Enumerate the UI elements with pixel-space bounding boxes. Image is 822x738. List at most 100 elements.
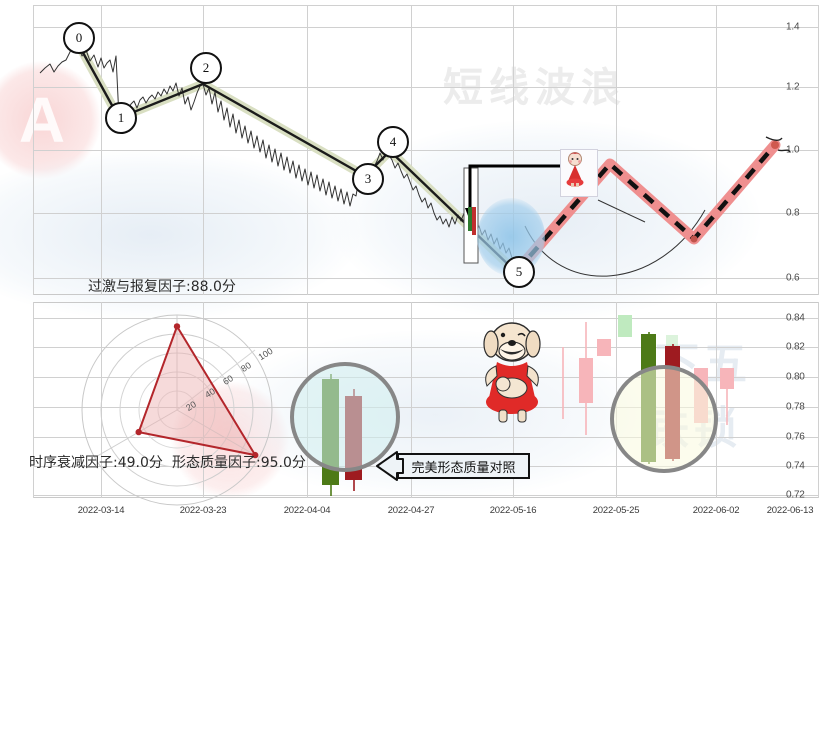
y-tick-label: 0.76: [786, 431, 805, 443]
mascot-eye-left: [500, 332, 506, 338]
gridline-h: [33, 437, 819, 438]
quality-radar-svg: [81, 314, 273, 506]
mascot-puppy-head: [495, 376, 511, 392]
radar-data-point: [135, 428, 142, 436]
pointer-elbow-line: [468, 164, 566, 215]
radar-data-point: [252, 451, 259, 459]
wave-node-4[interactable]: 4: [377, 126, 409, 158]
gridline-v: [203, 302, 204, 498]
gridline-h: [33, 278, 819, 279]
wave-node-1[interactable]: 1: [105, 102, 137, 134]
y-tick-label: 0.80: [786, 371, 805, 383]
candle-body: [720, 368, 734, 389]
gridline-h: [33, 213, 819, 214]
wave-band-path: [71, 35, 521, 277]
gridline-h: [33, 27, 819, 28]
mascot-ear-left: [483, 330, 499, 358]
gridline-h: [33, 318, 819, 319]
y-tick-label: 0.8: [786, 207, 800, 219]
projection-endpoint-dot: [771, 141, 779, 149]
x-tick-label: 2022-05-16: [489, 505, 537, 516]
gridline-v: [411, 5, 412, 295]
wave-node-label: 3: [364, 171, 372, 186]
wave-node-3[interactable]: 3: [352, 163, 384, 195]
mascot-arm-right: [526, 365, 539, 387]
wave-zigzag-path: [74, 39, 517, 273]
gridline-h: [33, 407, 819, 408]
highlight-circle-reference: [290, 362, 400, 472]
radar-data-polygon: [137, 324, 258, 457]
projection-dashed-path: [514, 143, 777, 274]
x-tick-label: 2022-03-23: [179, 505, 227, 516]
y-tick-label: 1.0: [786, 144, 800, 156]
gridline-v: [513, 5, 514, 295]
price-line-actual: [39, 40, 517, 273]
projection-end-squiggle: [765, 136, 791, 153]
mascot-ear-right: [525, 330, 541, 358]
y-tick-label: 0.72: [786, 489, 805, 501]
wave-node-label: 2: [202, 60, 210, 75]
wave-node-label: 1: [117, 110, 125, 125]
wave-node-0[interactable]: 0: [63, 22, 95, 54]
quality-chart-panel: 0.84 0.82 0.80 0.78 0.76 0.74 0.72: [0, 279, 822, 520]
wave-chart-series-svg: [39, 35, 791, 278]
x-tick-label: 2022-05-25: [592, 505, 640, 516]
mascot-svg: [483, 322, 541, 423]
gridline-v: [716, 5, 717, 295]
projection-trough-dot: [690, 235, 698, 243]
wave-node-5[interactable]: 5: [503, 256, 535, 288]
wave-node-label: 5: [515, 264, 523, 279]
y-tick-label: 0.84: [786, 312, 805, 324]
gridline-v: [203, 5, 204, 295]
mascot-mouth: [500, 349, 524, 355]
gridline-h: [33, 5, 819, 6]
y-tick-label: 1.4: [786, 21, 800, 33]
y-tick-label: 0.6: [786, 272, 800, 284]
gridline-v: [33, 302, 34, 498]
gridline-v: [716, 302, 717, 498]
x-tick-label: 2022-06-13: [766, 505, 814, 516]
perfect-pattern-callout[interactable]: 完美形态质量对照: [397, 453, 530, 479]
wave-node-label: 4: [389, 134, 397, 149]
y-tick-label: 0.82: [786, 341, 805, 353]
gridline-v: [616, 5, 617, 295]
gridline-v: [101, 5, 102, 295]
candle-wick: [726, 368, 728, 425]
y-tick-label: 1.2: [786, 81, 800, 93]
wave-chart-panel: 1.4 1.2 1.0 0.8 0.6: [0, 0, 822, 300]
gridline-h: [33, 347, 819, 348]
projection-guide-tick: [597, 199, 646, 223]
radar-spoke: [94, 409, 178, 458]
gridline-v: [818, 302, 819, 498]
pointer-candle-red: [472, 207, 476, 235]
x-tick-label: 2022-06-02: [692, 505, 740, 516]
radar-tick-axis: [176, 349, 256, 411]
gridline-v: [307, 5, 308, 295]
callout-arrow-svg[interactable]: [375, 449, 405, 483]
radar-data-point: [173, 323, 181, 330]
red-doll-sticker: [560, 149, 598, 197]
gridline-h: [33, 150, 819, 151]
mascot-leg-right: [517, 409, 527, 423]
radar-label-right: 形态质量因子:95.0分: [172, 455, 306, 471]
gridline-h: [33, 495, 819, 496]
candle-wick: [562, 347, 564, 419]
mascot-nose: [508, 340, 516, 346]
mascot-eye-right-wink: [517, 332, 526, 337]
highlight-circle-target: [610, 365, 718, 473]
radar-label-top: 过激与报复因子:88.0分: [88, 279, 236, 295]
gridline-v: [33, 5, 34, 295]
candle-body: [597, 339, 611, 356]
x-tick-label: 2022-03-14: [77, 505, 125, 516]
wave-node-label: 0: [75, 30, 83, 45]
wave-node-2[interactable]: 2: [190, 52, 222, 84]
gridline-v: [411, 302, 412, 498]
wave-watermark-left: [0, 150, 360, 320]
radar-label-left: 时序衰减因子:49.0分: [29, 455, 163, 471]
mascot-leg-left: [498, 409, 508, 423]
gridline-h: [33, 377, 819, 378]
candle-body: [618, 315, 632, 337]
pointer-candle-green: [468, 207, 472, 231]
red-doll-sticker-art: [566, 152, 584, 187]
perfect-pattern-callout-label: 完美形态质量对照: [411, 460, 516, 476]
